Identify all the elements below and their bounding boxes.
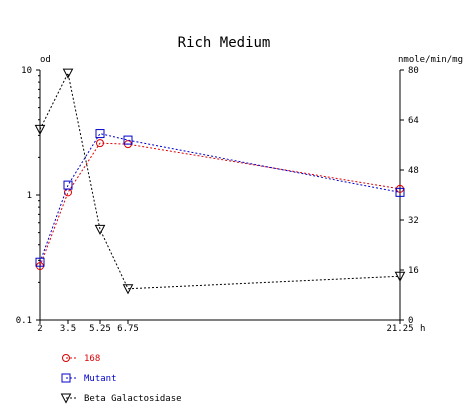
chart-title: Rich Medium (178, 35, 271, 51)
x-tick-label: 6.75 (117, 324, 139, 334)
x-unit-label: h (420, 324, 425, 334)
left-tick-label: 1 (27, 191, 32, 201)
data-point (95, 129, 105, 139)
data-point (123, 135, 133, 145)
legend-marker (60, 393, 72, 404)
data-point (35, 257, 45, 267)
legend-marker (61, 373, 71, 383)
legend-label: 168 (84, 354, 100, 364)
series-line (39, 133, 401, 263)
x-axis-ticks: 2 3.5 5.25 6.75 21.25 (37, 320, 414, 334)
right-tick-label: 0 (408, 316, 413, 326)
legend: 168 Mutant Beta Galactosidase (60, 354, 182, 404)
right-tick-label: 16 (408, 266, 419, 276)
data-point (94, 224, 106, 235)
data-point (34, 124, 46, 135)
series-square (35, 129, 405, 267)
legend-marker (62, 354, 70, 362)
data-point (62, 68, 74, 79)
data-point (64, 188, 72, 197)
x-tick-label: 3.5 (60, 324, 76, 334)
series-line (39, 142, 401, 267)
data-point (122, 284, 134, 295)
right-tick-label: 48 (408, 166, 419, 176)
right-tick-label: 80 (408, 66, 419, 76)
data-point (394, 271, 406, 282)
legend-label: Mutant (84, 374, 117, 384)
x-tick-label: 2 (37, 324, 42, 334)
right-axis-label: nmole/min/mg (398, 55, 463, 65)
right-tick-label: 32 (408, 216, 419, 226)
series-circle (36, 139, 404, 271)
series-triangle-down (34, 68, 406, 295)
legend-label: Beta Galactosidase (84, 394, 182, 404)
x-tick-label: 5.25 (89, 324, 111, 334)
left-axis-ticks: 0.1 1 10 (16, 66, 40, 326)
right-axis-ticks: 0 16 32 48 64 80 (400, 66, 419, 326)
data-point (96, 139, 104, 148)
series-layer (34, 68, 406, 295)
right-tick-label: 64 (408, 116, 419, 126)
x-tick-label: 21.25 (386, 324, 413, 334)
series-line (39, 71, 401, 290)
data-point (63, 180, 73, 190)
left-tick-label: 10 (21, 66, 32, 76)
left-tick-label: 0.1 (16, 316, 32, 326)
data-point (395, 187, 405, 197)
left-axis-label: od (40, 55, 51, 65)
